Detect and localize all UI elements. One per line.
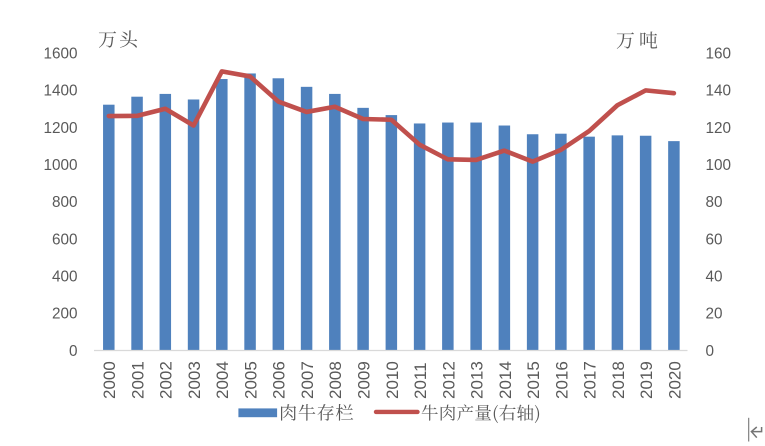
svg-text:800: 800: [52, 194, 78, 211]
svg-text:40: 40: [706, 269, 723, 286]
svg-text:0: 0: [69, 343, 78, 360]
svg-text:2005: 2005: [241, 361, 260, 399]
svg-text:2001: 2001: [128, 361, 147, 399]
svg-text:60: 60: [706, 231, 723, 248]
svg-text:80: 80: [706, 194, 723, 211]
svg-text:2014: 2014: [496, 361, 515, 399]
svg-text:0: 0: [706, 343, 715, 360]
svg-text:2004: 2004: [213, 361, 232, 399]
svg-text:2020: 2020: [665, 361, 684, 399]
svg-text:2016: 2016: [552, 361, 571, 399]
svg-text:2008: 2008: [326, 361, 345, 399]
svg-text:2009: 2009: [354, 361, 373, 399]
svg-text:2000: 2000: [100, 361, 119, 399]
svg-text:2018: 2018: [609, 361, 628, 399]
svg-text:1200: 1200: [43, 120, 77, 137]
svg-text:120: 120: [706, 120, 732, 137]
svg-text:2015: 2015: [524, 361, 543, 399]
svg-text:160: 160: [706, 45, 732, 62]
svg-text:2017: 2017: [581, 361, 600, 399]
svg-text:20: 20: [706, 306, 723, 323]
svg-text:2002: 2002: [157, 361, 176, 399]
svg-text:1400: 1400: [43, 83, 77, 100]
svg-text:2012: 2012: [439, 361, 458, 399]
svg-text:2003: 2003: [185, 361, 204, 399]
svg-text:1000: 1000: [43, 157, 77, 174]
svg-text:2011: 2011: [411, 362, 430, 399]
svg-text:2006: 2006: [270, 361, 289, 399]
svg-text:2019: 2019: [637, 361, 656, 399]
svg-text:600: 600: [52, 231, 78, 248]
svg-text:2007: 2007: [298, 361, 317, 399]
svg-text:140: 140: [706, 83, 732, 100]
svg-text:200: 200: [52, 306, 78, 323]
svg-text:100: 100: [706, 157, 732, 174]
svg-text:1600: 1600: [43, 45, 77, 62]
svg-text:2010: 2010: [383, 361, 402, 399]
svg-text:400: 400: [52, 269, 78, 286]
svg-text:2013: 2013: [468, 361, 487, 399]
